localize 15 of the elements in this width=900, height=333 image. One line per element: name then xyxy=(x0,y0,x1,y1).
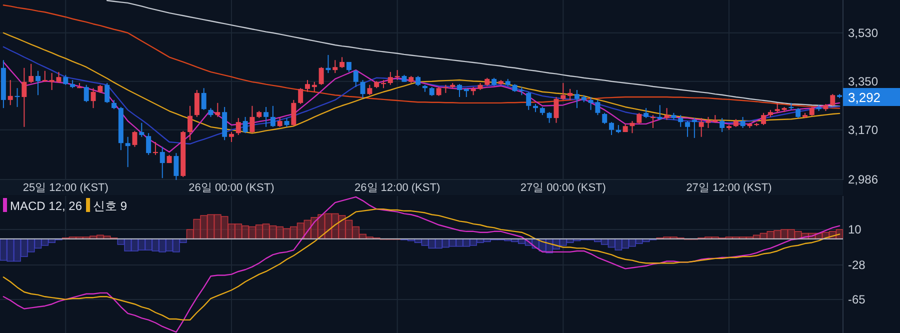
y-tick-label: 10 xyxy=(848,222,862,237)
y-tick-label: 2,986 xyxy=(848,172,878,186)
y-tick-label: 3,530 xyxy=(848,26,878,40)
y-tick-label: 3,170 xyxy=(848,122,878,137)
legend-label: 신호 9 xyxy=(93,199,128,213)
y-tick-label: -65 xyxy=(848,292,866,306)
x-tick-label: 26일 00:00 (KST) xyxy=(188,182,274,194)
y-tick-label: 3,350 xyxy=(848,74,878,88)
x-tick-label: 27일 12:00 (KST) xyxy=(686,182,772,194)
text: 3,292 xyxy=(848,90,881,106)
y-tick-label: -28 xyxy=(848,258,866,272)
x-tick-label: 25일 12:00 (KST) xyxy=(22,182,108,194)
legend-label: MACD 12, 26 xyxy=(10,199,82,213)
x-tick-label: 27일 00:00 (KST) xyxy=(520,182,606,194)
x-tick-label: 26일 12:00 (KST) xyxy=(354,182,440,194)
